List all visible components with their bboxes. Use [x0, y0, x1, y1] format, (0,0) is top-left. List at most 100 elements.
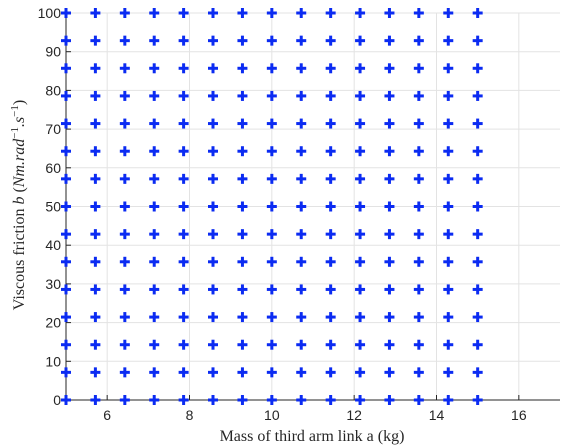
data-point: [296, 201, 307, 212]
data-point: [119, 395, 130, 405]
data-point: [296, 256, 307, 267]
data-point: [472, 173, 483, 184]
y-tick-label: 20: [45, 315, 61, 331]
data-point: [237, 256, 248, 267]
data-point: [296, 284, 307, 295]
data-point: [384, 256, 395, 267]
data-points: [61, 8, 483, 405]
x-axis-label: Mass of third arm link a (kg): [220, 428, 405, 445]
data-point: [266, 284, 277, 295]
data-point: [355, 339, 366, 350]
data-point: [237, 284, 248, 295]
x-tick-label: 14: [429, 407, 445, 423]
data-point: [355, 173, 366, 184]
data-point: [384, 118, 395, 129]
data-point: [266, 35, 277, 46]
data-point: [237, 229, 248, 240]
data-point: [266, 229, 277, 240]
data-point: [443, 395, 454, 405]
data-point: [325, 312, 336, 323]
data-point: [413, 339, 424, 350]
data-point: [384, 229, 395, 240]
y-tick-label: 60: [45, 160, 61, 176]
data-point: [90, 63, 101, 74]
data-point: [355, 146, 366, 157]
data-point: [472, 8, 483, 18]
data-point: [119, 256, 130, 267]
data-point: [296, 8, 307, 18]
data-point: [472, 118, 483, 129]
data-point: [472, 395, 483, 405]
data-point: [413, 35, 424, 46]
data-point: [325, 90, 336, 101]
data-point: [472, 339, 483, 350]
data-point: [178, 201, 189, 212]
data-point: [237, 201, 248, 212]
y-tick-label: 10: [45, 353, 61, 369]
y-tick-label: 80: [45, 82, 61, 98]
data-point: [413, 367, 424, 378]
data-point: [90, 312, 101, 323]
data-point: [178, 284, 189, 295]
data-point: [443, 229, 454, 240]
y-tick-label: 30: [45, 276, 61, 292]
data-point: [208, 35, 219, 46]
data-point: [325, 173, 336, 184]
data-point: [384, 90, 395, 101]
data-point: [266, 312, 277, 323]
data-point: [384, 284, 395, 295]
data-point: [90, 395, 101, 405]
data-point: [237, 146, 248, 157]
data-point: [208, 146, 219, 157]
y-axis-label-unit: Nm.rad: [11, 138, 28, 188]
data-point: [384, 312, 395, 323]
data-point: [413, 146, 424, 157]
data-point: [413, 90, 424, 101]
data-point: [90, 201, 101, 212]
data-point: [413, 284, 424, 295]
data-point: [296, 35, 307, 46]
data-point: [355, 395, 366, 405]
data-point: [472, 63, 483, 74]
data-point: [266, 146, 277, 157]
data-point: [443, 63, 454, 74]
data-point: [266, 339, 277, 350]
data-point: [266, 8, 277, 18]
data-point: [325, 395, 336, 405]
data-point: [119, 229, 130, 240]
data-point: [119, 90, 130, 101]
data-point: [443, 339, 454, 350]
data-point: [61, 312, 71, 323]
data-point: [355, 367, 366, 378]
data-point: [61, 63, 71, 74]
data-point: [296, 146, 307, 157]
data-point: [472, 312, 483, 323]
data-point: [237, 118, 248, 129]
data-point: [149, 312, 160, 323]
data-point: [472, 229, 483, 240]
data-point: [355, 118, 366, 129]
data-point: [90, 367, 101, 378]
data-point: [355, 284, 366, 295]
data-point: [208, 229, 219, 240]
data-point: [119, 201, 130, 212]
data-point: [413, 118, 424, 129]
data-point: [61, 8, 71, 18]
data-point: [472, 284, 483, 295]
data-point: [208, 256, 219, 267]
data-point: [443, 367, 454, 378]
data-point: [208, 90, 219, 101]
data-point: [90, 35, 101, 46]
data-point: [325, 146, 336, 157]
data-point: [208, 367, 219, 378]
data-point: [208, 8, 219, 18]
data-point: [237, 90, 248, 101]
data-point: [90, 284, 101, 295]
y-axis-label-prefix: Viscous friction: [11, 205, 28, 311]
data-point: [178, 256, 189, 267]
data-point: [384, 63, 395, 74]
data-point: [266, 201, 277, 212]
data-point: [61, 229, 71, 240]
x-tick-label: 10: [264, 407, 280, 423]
